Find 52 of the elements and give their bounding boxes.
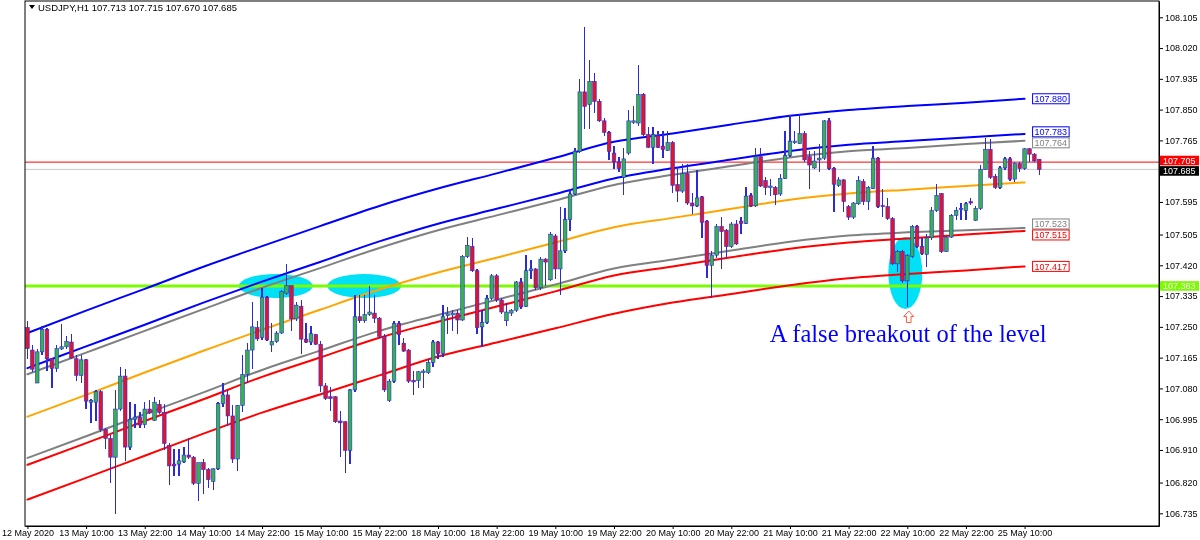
y-tick-label: 106.910 [1165, 445, 1198, 456]
y-tick-label: 107.420 [1165, 260, 1198, 271]
candlestick [958, 202, 964, 222]
y-tick-label: 106.820 [1165, 477, 1198, 488]
x-tick-label: 20 May 22:00 [704, 528, 760, 539]
ref-line-label: 107.363 [1163, 281, 1196, 292]
candlestick [176, 447, 182, 478]
y-tick-label: 107.765 [1165, 135, 1198, 146]
y-tick-label: 107.850 [1165, 105, 1198, 115]
chart-title: USDJPY,H1 107.713 107.715 107.670 107.685 [38, 1, 237, 13]
x-tick-label: 18 May 22:00 [469, 528, 525, 539]
y-tick-label: 107.935 [1165, 74, 1198, 85]
candlestick [25, 320, 30, 360]
data-label: 107.783 [1034, 127, 1068, 138]
x-tick-label: 13 May 10:00 [59, 528, 114, 539]
data-label: 107.523 [1034, 219, 1068, 230]
x-tick-label: 14 May 22:00 [235, 528, 290, 539]
x-tick-label: 20 May 10:00 [645, 528, 701, 539]
y-tick-label: 107.505 [1165, 229, 1198, 240]
x-tick-label: 15 May 10:00 [293, 528, 349, 539]
x-tick-label: 15 May 22:00 [352, 528, 408, 539]
y-tick-label: 107.595 [1165, 197, 1198, 208]
candlestick [963, 200, 969, 222]
data-label: 107.880 [1034, 94, 1068, 105]
y-tick-label: 108.105 [1165, 12, 1198, 23]
x-tick-label: 21 May 22:00 [821, 528, 877, 539]
x-tick-label: 12 May 2020 [1, 528, 54, 539]
data-label: 107.515 [1034, 230, 1068, 241]
y-tick-label: 106.735 [1165, 508, 1198, 519]
data-label: 107.417 [1034, 261, 1068, 272]
x-tick-label: 22 May 22:00 [939, 528, 994, 539]
x-tick-label: 19 May 10:00 [528, 528, 584, 539]
y-tick-label: 107.250 [1165, 322, 1198, 333]
y-tick-label: 107.335 [1165, 291, 1198, 302]
y-tick-label: 106.995 [1165, 414, 1198, 425]
x-tick-label: 13 May 22:00 [117, 528, 173, 539]
x-tick-label: 21 May 10:00 [763, 528, 818, 539]
x-tick-label: 19 May 22:00 [587, 528, 642, 539]
x-tick-label: 18 May 10:00 [411, 528, 466, 539]
x-tick-label: 14 May 10:00 [176, 528, 232, 539]
ref-line-label: 107.705 [1163, 155, 1196, 166]
y-tick-label: 107.165 [1165, 353, 1198, 364]
y-tick-label: 108.020 [1165, 43, 1198, 54]
x-tick-label: 22 May 10:00 [880, 528, 936, 539]
candlestick [171, 447, 177, 478]
ref-line-label: 107.685 [1163, 166, 1196, 177]
y-tick-label: 107.080 [1165, 383, 1198, 394]
x-tick-label: 25 May 10:00 [997, 528, 1053, 539]
data-label: 107.764 [1034, 138, 1068, 149]
candlestick [308, 325, 314, 346]
candlestick [1007, 156, 1013, 182]
annotation: A false breakout of the level [769, 320, 1047, 347]
